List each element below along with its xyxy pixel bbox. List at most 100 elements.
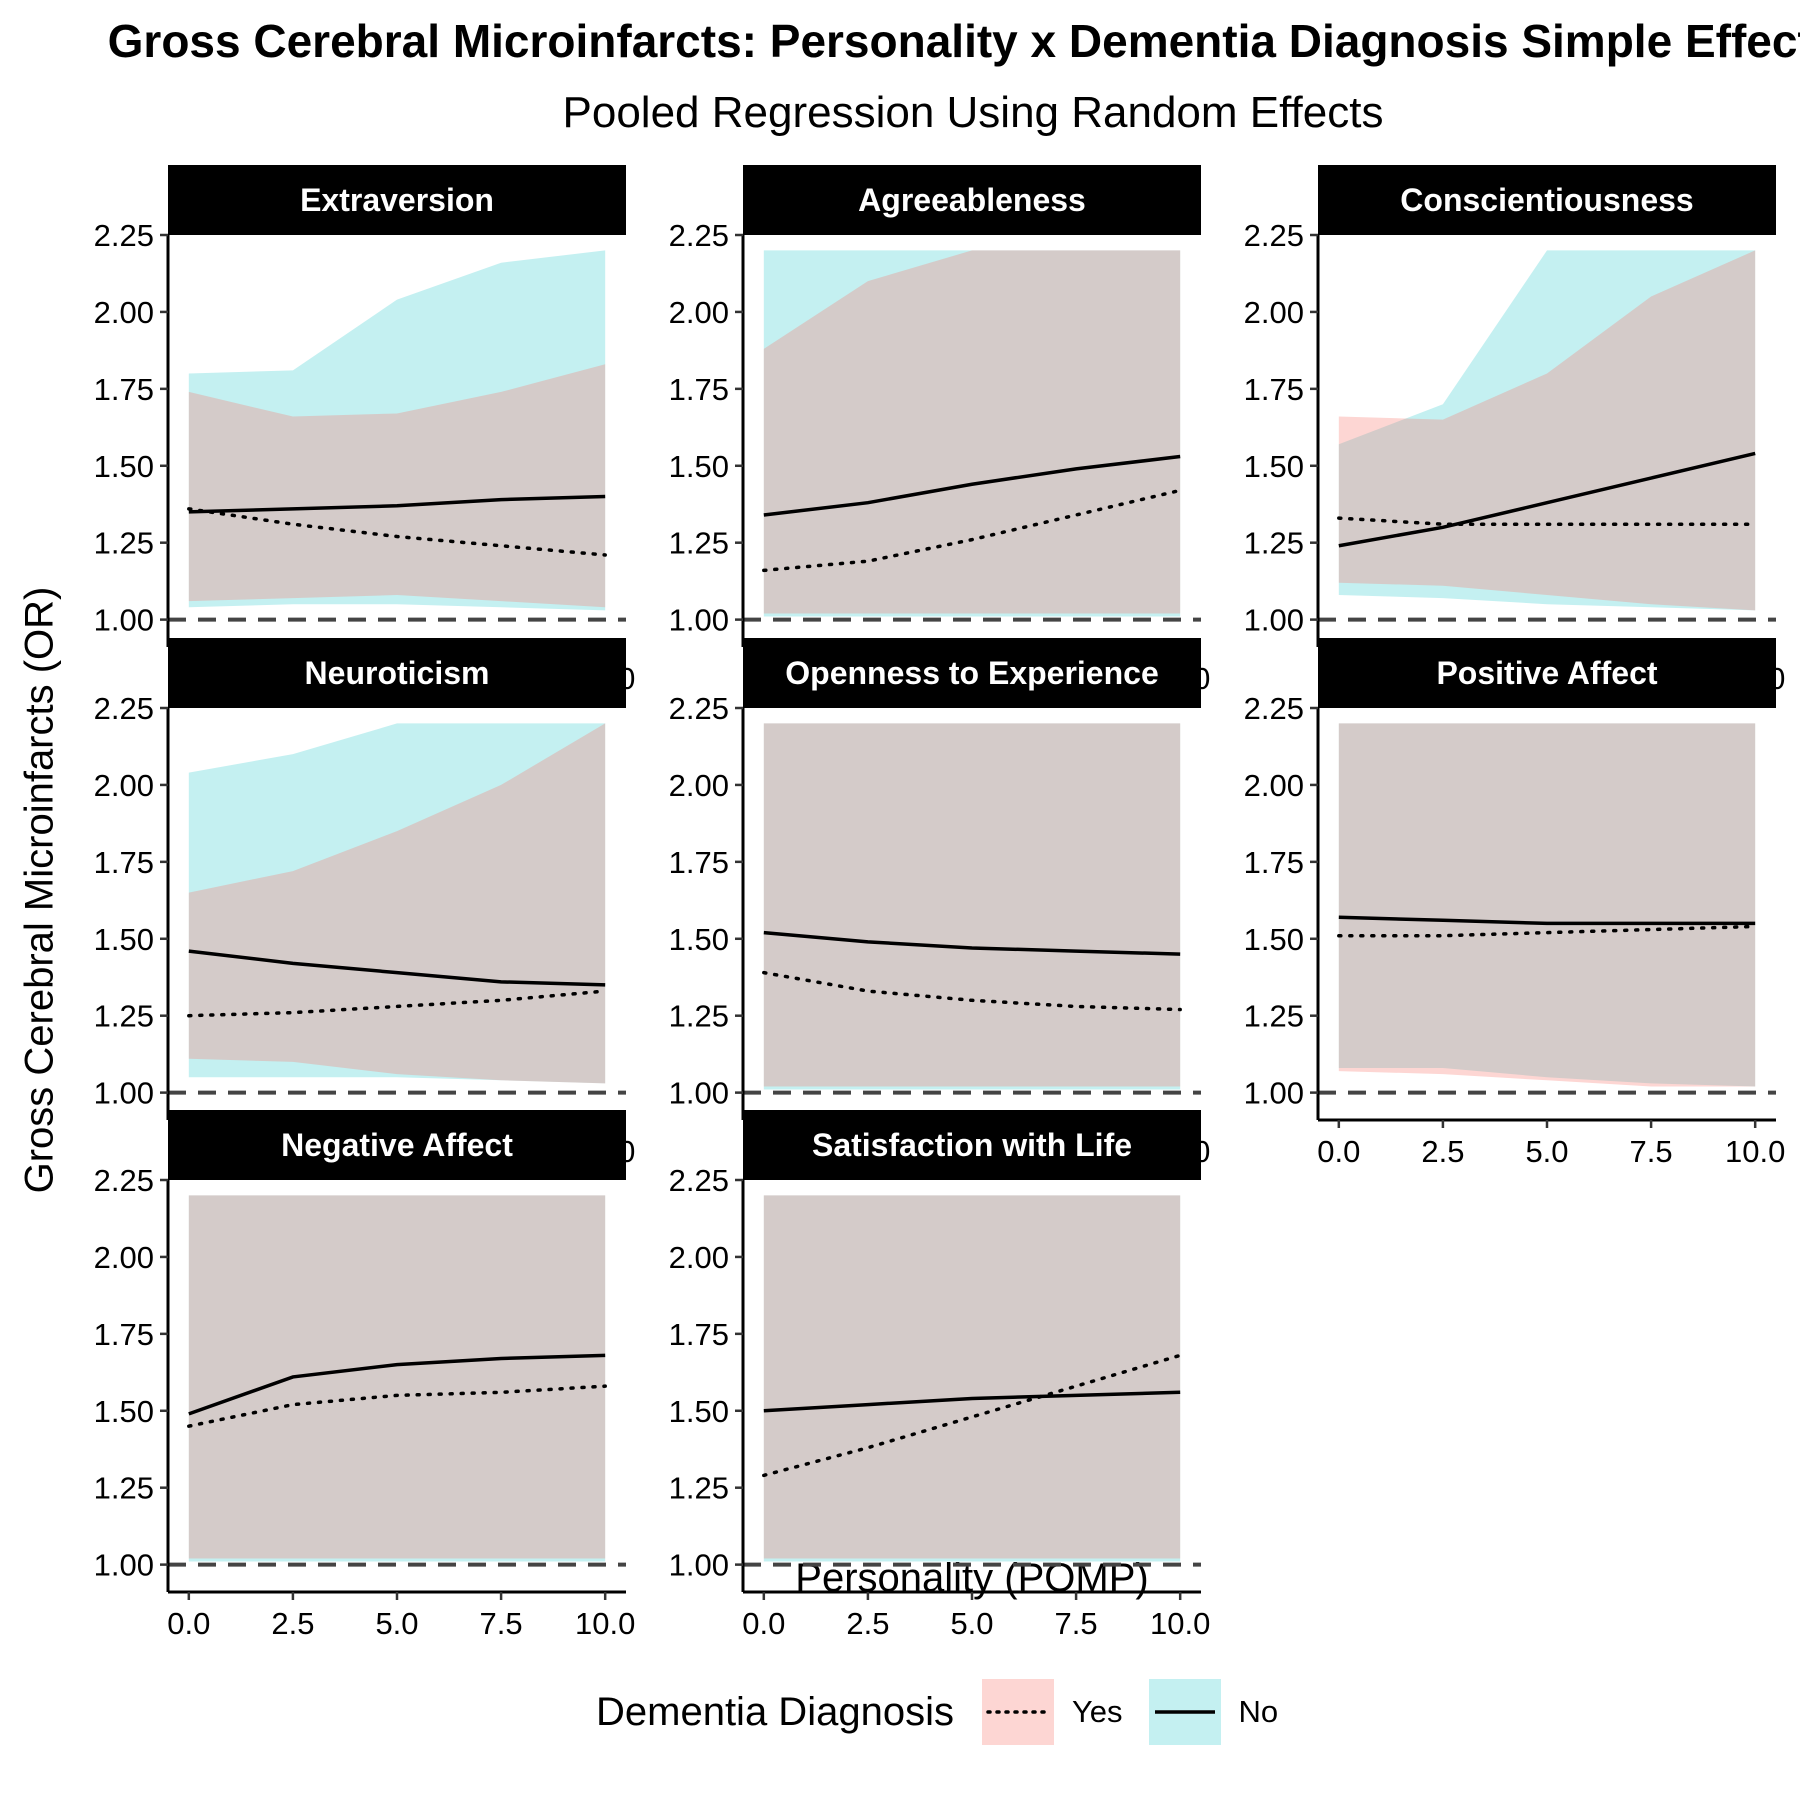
ci-band-yes bbox=[188, 1195, 606, 1559]
y-tick-label: 2.00 bbox=[1244, 295, 1304, 330]
y-tick-label: 1.75 bbox=[669, 845, 729, 880]
ci-band-no bbox=[188, 1195, 606, 1562]
x-tick-label: 2.5 bbox=[1421, 1134, 1464, 1169]
facet-label: Agreeableness bbox=[858, 182, 1086, 218]
fit-line-no bbox=[763, 930, 1181, 956]
y-tick-label: 2.25 bbox=[669, 691, 729, 726]
panel-extraversion: Extraversion1.001.251.501.752.002.250.02… bbox=[94, 165, 635, 696]
facet-strip bbox=[743, 638, 1201, 708]
x-tick-label: 7.5 bbox=[1055, 1606, 1098, 1641]
y-tick-label: 1.25 bbox=[94, 999, 154, 1034]
y-tick-label: 2.00 bbox=[669, 768, 729, 803]
x-tick-label: 5.0 bbox=[375, 1606, 418, 1641]
y-tick-label: 2.00 bbox=[669, 295, 729, 330]
facet-strip bbox=[168, 1110, 626, 1180]
y-tick-label: 1.25 bbox=[1244, 526, 1304, 561]
y-tick-label: 1.50 bbox=[94, 1394, 154, 1429]
legend-label-yes: Yes bbox=[1071, 1694, 1123, 1729]
y-tick-label: 1.25 bbox=[669, 999, 729, 1034]
panel-openness-to-experience: Openness to Experience 1.00 1.25 1.50 1.75 2.… bbox=[669, 638, 1210, 1169]
ci-band-no bbox=[1338, 723, 1756, 1087]
ci-band-yes bbox=[188, 364, 606, 608]
y-tick-label: 1.25 bbox=[94, 526, 154, 561]
ci-band-yes bbox=[188, 723, 606, 1084]
y-tick-label: 2.00 bbox=[94, 1240, 154, 1275]
x-tick-label: 10.0 bbox=[575, 1606, 635, 1641]
x-tick-label: 7.5 bbox=[480, 1606, 523, 1641]
y-tick-label: 1.25 bbox=[669, 526, 729, 561]
fit-line-yes bbox=[1337, 924, 1757, 938]
panel-satisfaction-with-life: Satisfaction with Life 1.00 1.25 1.50 1.75 2.… bbox=[669, 1110, 1210, 1641]
facet-label: Neuroticism bbox=[305, 655, 490, 691]
ci-band-yes bbox=[763, 1195, 1181, 1559]
ci-band-yes bbox=[763, 723, 1181, 1087]
x-tick-label: 5.0 bbox=[950, 1606, 993, 1641]
y-tick-label: 1.75 bbox=[669, 1317, 729, 1352]
y-tick-label: 1.75 bbox=[1244, 372, 1304, 407]
y-tick-label: 1.75 bbox=[94, 372, 154, 407]
fit-line-yes bbox=[762, 970, 1182, 1012]
fit-line-yes bbox=[187, 989, 607, 1018]
facet-strip bbox=[168, 165, 626, 235]
x-tick-label: 5.0 bbox=[1525, 1134, 1568, 1169]
facet-label: Negative Affect bbox=[281, 1127, 513, 1163]
legend-key-yes bbox=[981, 1679, 1054, 1745]
y-tick-label: 1.50 bbox=[669, 1394, 729, 1429]
fit-line-no bbox=[188, 1353, 606, 1416]
fit-line-no bbox=[763, 1390, 1181, 1413]
y-tick-label: 2.25 bbox=[1244, 218, 1304, 253]
y-tick-label: 2.00 bbox=[94, 295, 154, 330]
panel-neuroticism: Neuroticism1.001.251.501.752.002.250.02.… bbox=[94, 638, 635, 1169]
fit-line-no bbox=[1338, 451, 1756, 548]
ci-band-no bbox=[188, 250, 606, 611]
y-tick-label: 2.00 bbox=[94, 768, 154, 803]
legend-title: Dementia Diagnosis bbox=[596, 1689, 954, 1734]
facet-strip bbox=[743, 165, 1201, 235]
x-tick-label: 7.5 bbox=[1630, 1134, 1673, 1169]
y-tick-label: 2.25 bbox=[94, 218, 154, 253]
panel-negative-affect: Negative Affect 1.00 1.25 1.50 1.75 2.00 2.25 0… bbox=[94, 1110, 635, 1641]
y-tick-label: 1.00 bbox=[94, 1548, 154, 1583]
ci-band-no bbox=[763, 250, 1181, 617]
panel-positive-affect: Positive Affect 1.00 1.25 1.50 1.75 2.00 2.25 0… bbox=[1244, 638, 1785, 1169]
x-tick-label: 2.5 bbox=[846, 1606, 889, 1641]
x-tick-label: 2.5 bbox=[271, 1606, 314, 1641]
y-tick-label: 2.25 bbox=[94, 1163, 154, 1198]
y-tick-label: 1.00 bbox=[94, 1076, 154, 1111]
y-tick-label: 1.25 bbox=[669, 1471, 729, 1506]
y-tick-label: 1.50 bbox=[669, 449, 729, 484]
ci-band-yes bbox=[1338, 723, 1756, 1087]
fit-line-yes bbox=[1337, 516, 1757, 526]
x-tick-label: 0.0 bbox=[1317, 1134, 1360, 1169]
x-tick-label: 0.0 bbox=[167, 1606, 210, 1641]
y-tick-label: 1.00 bbox=[669, 603, 729, 638]
facet-label: Positive Affect bbox=[1436, 655, 1657, 691]
y-tick-label: 1.00 bbox=[669, 1076, 729, 1111]
ci-band-no bbox=[188, 723, 606, 1084]
legend: Dementia Diagnosis Yes No bbox=[596, 1676, 1304, 1748]
y-tick-label: 2.25 bbox=[669, 218, 729, 253]
facet-strip bbox=[1318, 165, 1776, 235]
facet-strip bbox=[168, 638, 626, 708]
ci-band-yes bbox=[763, 250, 1181, 614]
chart-title: Gross Cerebral Microinfarcts: Personalit… bbox=[107, 15, 1800, 67]
y-tick-label: 2.25 bbox=[669, 1163, 729, 1198]
panel-conscientiousness: Conscientiousness 1.00 1.25 1.50 1.75 2.00 2.2… bbox=[1244, 165, 1785, 696]
y-tick-label: 1.25 bbox=[1244, 999, 1304, 1034]
facet-label: Openness to Experience bbox=[785, 655, 1158, 691]
y-tick-label: 1.75 bbox=[94, 845, 154, 880]
legend-label-no: No bbox=[1238, 1694, 1279, 1729]
y-tick-label: 1.75 bbox=[94, 1317, 154, 1352]
facet-strip bbox=[743, 1110, 1201, 1180]
facet-label: Satisfaction with Life bbox=[812, 1127, 1132, 1163]
x-tick-label: 10.0 bbox=[1150, 1606, 1210, 1641]
facet-label: Conscientiousness bbox=[1400, 182, 1693, 218]
ci-band-no bbox=[1338, 250, 1756, 611]
fit-line-yes bbox=[187, 507, 607, 557]
fit-line-no bbox=[1338, 915, 1756, 926]
fit-line-yes bbox=[187, 1384, 607, 1428]
ci-band-yes bbox=[1338, 250, 1756, 611]
facet-label: Extraversion bbox=[300, 182, 494, 218]
